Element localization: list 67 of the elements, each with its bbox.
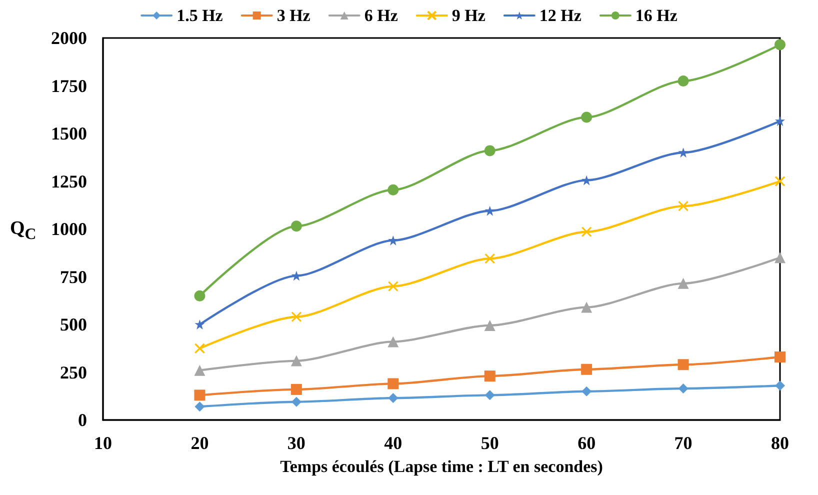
point xyxy=(290,384,302,395)
legend-label: 3 Hz xyxy=(276,6,311,25)
x-tick-label: 80 xyxy=(771,433,789,453)
point xyxy=(775,116,785,126)
y-tick-label: 2000 xyxy=(51,28,87,48)
point xyxy=(194,364,206,376)
y-tick-label: 0 xyxy=(78,410,87,430)
y-tick-label: 1000 xyxy=(51,219,87,239)
point xyxy=(484,206,495,216)
y-tick-label: 250 xyxy=(60,362,87,382)
x-tick-label: 10 xyxy=(94,433,112,453)
point xyxy=(194,290,206,302)
point xyxy=(581,112,592,123)
y-axis-title: Q$_{C}$ xyxy=(10,218,36,244)
x-tick-label: 30 xyxy=(287,433,306,453)
point xyxy=(582,386,592,396)
point xyxy=(484,253,496,264)
legend-label: 9 Hz xyxy=(452,6,486,25)
point xyxy=(678,359,689,370)
legend-label: 1.5 Hz xyxy=(176,6,224,25)
point xyxy=(774,252,786,264)
point xyxy=(388,281,398,292)
point xyxy=(678,148,688,158)
x-axis-title: Temps écoulés (Lapse time : LT en secondes) xyxy=(280,457,603,476)
point xyxy=(291,270,302,281)
legend-label: 6 Hz xyxy=(364,6,398,25)
legend-label: 12 Hz xyxy=(539,6,582,25)
point xyxy=(388,378,399,390)
point xyxy=(774,39,786,50)
point xyxy=(290,355,302,366)
y-tick-label: 1500 xyxy=(51,124,87,144)
point xyxy=(291,312,302,322)
point xyxy=(388,235,398,246)
point xyxy=(774,176,786,187)
point xyxy=(581,302,592,313)
point xyxy=(484,370,496,382)
point xyxy=(194,402,205,412)
point xyxy=(290,220,302,232)
point xyxy=(388,184,399,196)
point xyxy=(194,343,206,354)
point xyxy=(774,351,786,362)
x-tick-label: 20 xyxy=(190,433,209,453)
point xyxy=(582,175,592,186)
point xyxy=(388,336,399,348)
point xyxy=(581,226,592,238)
point xyxy=(484,145,496,156)
x-tick-label: 60 xyxy=(578,433,596,453)
point xyxy=(194,320,205,330)
point xyxy=(775,380,785,391)
y-tick-label: 1250 xyxy=(51,171,87,192)
point xyxy=(194,390,206,401)
point xyxy=(678,75,689,86)
y-tick-label: 1750 xyxy=(51,76,87,96)
point xyxy=(388,393,398,404)
y-tick-label: 500 xyxy=(60,314,87,334)
x-tick-label: 50 xyxy=(480,433,499,453)
point xyxy=(291,396,302,407)
x-tick-label: 40 xyxy=(384,433,402,453)
point xyxy=(484,320,496,331)
point xyxy=(484,390,495,400)
point xyxy=(678,278,689,289)
x-tick-label: 70 xyxy=(674,433,692,453)
legend-label: 16 Hz xyxy=(635,6,678,25)
point xyxy=(678,383,688,394)
point xyxy=(581,364,592,375)
point xyxy=(678,200,689,212)
y-tick-label: 750 xyxy=(60,266,87,287)
